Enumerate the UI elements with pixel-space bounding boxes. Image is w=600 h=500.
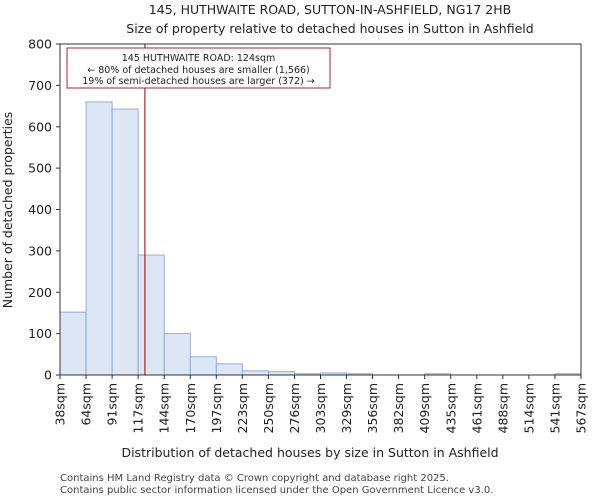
x-tick-label-117sqm: 117sqm: [131, 383, 146, 433]
annotation-box: [66, 47, 331, 89]
x-tick-label-541sqm: 541sqm: [547, 383, 562, 433]
x-tick-label-409sqm: 409sqm: [417, 383, 432, 433]
y-tick-label-200: 200: [28, 285, 52, 300]
chart-subtitle: Size of property relative to detached ho…: [126, 21, 533, 36]
chart-title: 145, HUTHWAITE ROAD, SUTTON-IN-ASHFIELD,…: [149, 2, 511, 17]
footer-line-1: Contains HM Land Registry data © Crown c…: [60, 473, 449, 484]
annotation-line-2: ← 80% of detached houses are smaller (1,…: [87, 65, 310, 76]
bar-117sqm: [137, 254, 165, 376]
x-tick-label-144sqm: 144sqm: [157, 383, 172, 433]
x-tick-label-250sqm: 250sqm: [261, 383, 276, 433]
x-tick-label-514sqm: 514sqm: [521, 383, 536, 433]
x-tick-label-64sqm: 64sqm: [79, 383, 94, 426]
bar-223sqm: [241, 370, 269, 376]
x-tick-label-567sqm: 567sqm: [574, 383, 589, 433]
x-tick-label-488sqm: 488sqm: [495, 383, 510, 433]
x-tick-label-91sqm: 91sqm: [105, 383, 120, 426]
y-tick-label-300: 300: [28, 243, 52, 258]
bar-91sqm: [111, 108, 139, 376]
y-tick-label-500: 500: [28, 161, 52, 176]
footer-line-2: Contains public sector information licen…: [60, 485, 494, 496]
y-axis: 0 100 200 300 400 500 600 700 800: [28, 37, 60, 383]
x-tick-label-435sqm: 435sqm: [443, 383, 458, 433]
annotation-layer: 145 HUTHWAITE ROAD: 124sqm← 80% of detac…: [66, 47, 331, 89]
y-tick-label-400: 400: [28, 202, 52, 217]
x-tick-label-38sqm: 38sqm: [53, 383, 68, 426]
y-tick-label-700: 700: [28, 78, 52, 93]
x-axis: 38sqm 64sqm 91sqm 117sqm 144sqm 170sqm 197sqm 2…: [53, 375, 589, 433]
x-tick-label-382sqm: 382sqm: [391, 383, 406, 433]
bars-group: [59, 101, 582, 376]
y-tick-label-100: 100: [28, 326, 52, 341]
bar-64sqm: [85, 101, 113, 376]
annotation-line-3: 19% of semi-detached houses are larger (…: [82, 76, 315, 87]
x-tick-label-197sqm: 197sqm: [209, 383, 224, 433]
x-tick-label-303sqm: 303sqm: [313, 383, 328, 433]
x-axis-label: Distribution of detached houses by size …: [121, 445, 498, 460]
y-tick-label-0: 0: [44, 368, 52, 383]
y-tick-label-600: 600: [28, 119, 52, 134]
annotation-line-1: 145 HUTHWAITE ROAD: 124sqm: [122, 53, 276, 64]
bar-197sqm: [215, 363, 243, 376]
x-tick-label-356sqm: 356sqm: [365, 383, 380, 433]
x-tick-label-329sqm: 329sqm: [339, 383, 354, 433]
x-tick-label-461sqm: 461sqm: [469, 383, 484, 433]
bar-38sqm: [59, 311, 87, 376]
x-tick-label-276sqm: 276sqm: [287, 383, 302, 433]
x-tick-label-223sqm: 223sqm: [235, 383, 250, 433]
y-tick-label-800: 800: [28, 37, 52, 52]
bar-144sqm: [163, 333, 191, 376]
y-axis-label: Number of detached properties: [0, 112, 15, 309]
x-tick-label-170sqm: 170sqm: [183, 383, 198, 433]
bar-170sqm: [189, 356, 217, 376]
